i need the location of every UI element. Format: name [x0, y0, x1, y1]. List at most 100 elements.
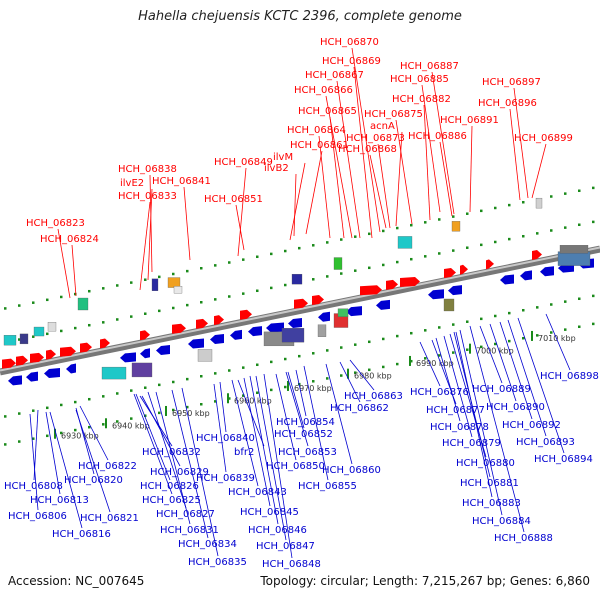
reverse-gene-arrow [376, 299, 390, 310]
track-dot [74, 292, 77, 296]
reverse-gene-arrow [230, 329, 242, 340]
track-dot [480, 243, 483, 247]
top-leader-line [289, 162, 306, 241]
top-leader-line [439, 141, 453, 217]
track-dot [312, 380, 315, 383]
gene-feature-box [47, 322, 57, 332]
bottom-gene-label: HCH_06889 [472, 384, 531, 395]
gene-feature-box [101, 366, 127, 380]
track-dot [144, 386, 147, 389]
reverse-gene-arrow [66, 363, 76, 374]
track-dot [228, 369, 231, 372]
track-dot [214, 298, 217, 301]
track-dot [88, 323, 91, 327]
forward-gene-arrow [532, 249, 542, 260]
track-dot [326, 241, 329, 244]
reverse-gene-arrow [428, 289, 444, 300]
gene-feature-box [151, 278, 159, 291]
track-dot [312, 352, 315, 355]
bottom-gene-label: HCH_06822 [78, 461, 137, 472]
bottom-gene-label: HCH_06845 [240, 507, 299, 518]
track-dot [200, 375, 203, 378]
genome-backbone-highlight [0, 246, 600, 372]
track-dot [326, 275, 329, 278]
bottom-gene-label: HCH_06894 [534, 454, 593, 465]
bottom-gene-label: HCH_06893 [516, 437, 575, 448]
track-dot [60, 431, 63, 435]
gene-feature-box [535, 197, 543, 209]
gene-feature-box [397, 236, 413, 249]
reverse-gene-arrow [448, 285, 462, 296]
bottom-gene-label: HCH_06892 [502, 420, 561, 431]
bottom-gene-label: HCH_06890 [486, 402, 545, 413]
track-dot [130, 417, 133, 420]
bottom-leader-line [489, 323, 517, 402]
track-dot [116, 284, 119, 287]
track-dot [60, 403, 63, 407]
bottom-leader-line [325, 363, 353, 465]
track-dot [354, 371, 357, 374]
track-dot [480, 209, 483, 213]
track-dot [466, 348, 469, 351]
bottom-leader-line [249, 375, 279, 525]
top-gene-label: ilvB2 [264, 163, 289, 174]
track-dot [4, 415, 7, 418]
track-dot [74, 428, 77, 432]
bottom-gene-label: HCH_06829 [150, 467, 209, 478]
track-dot [186, 405, 189, 409]
track-dot [550, 331, 553, 334]
track-dot [74, 326, 77, 330]
forward-gene-arrow [444, 267, 456, 278]
track-dot [18, 440, 21, 443]
bottom-gene-label: HCH_06840 [196, 433, 255, 444]
kbp-tick-label: 6990 kbp [416, 359, 454, 368]
bottom-leader-line [133, 393, 173, 495]
track-dot [396, 260, 399, 264]
top-leader-line [351, 47, 381, 233]
kbp-tick-label: 7000 kbp [476, 347, 514, 356]
track-dot [74, 400, 77, 404]
top-leader-line [147, 188, 153, 281]
forward-gene-arrow [60, 346, 76, 357]
gene-feature-box [559, 245, 589, 254]
top-gene-label: HCH_06882 [392, 94, 451, 105]
bottom-gene-label: HCH_06820 [64, 475, 123, 486]
track-dot [130, 281, 133, 284]
reverse-gene-arrow [288, 317, 302, 328]
forward-gene-arrow [214, 315, 224, 326]
bottom-leader-line [45, 411, 61, 495]
top-leader-line [318, 135, 331, 239]
reverse-gene-arrow [44, 367, 60, 378]
top-leader-line [513, 87, 529, 199]
bottom-gene-label: HCH_06862 [330, 403, 389, 414]
bottom-leader-line [29, 413, 39, 511]
track-dot [382, 337, 385, 341]
track-dot [508, 311, 511, 315]
track-dot [158, 275, 161, 279]
bottom-gene-label: HCH_06835 [188, 557, 247, 568]
track-dot [270, 388, 273, 392]
top-gene-label: HCH_06885 [390, 74, 449, 85]
forward-gene-arrow [400, 277, 420, 287]
track-dot [410, 359, 413, 363]
track-dot [578, 189, 581, 193]
bottom-leader-line [499, 321, 533, 420]
track-dot [522, 234, 525, 238]
track-dot [508, 339, 511, 343]
kbp-tick-label: 6960 kbp [234, 396, 272, 405]
forward-gene-arrow [294, 298, 308, 309]
kbp-tick-label: 6950 kbp [172, 409, 210, 418]
forward-gene-arrow [30, 352, 44, 363]
bottom-leader-line [147, 391, 187, 509]
track-dot [494, 206, 497, 210]
track-dot [228, 397, 231, 400]
reverse-gene-arrow [520, 270, 532, 281]
bottom-gene-label: HCH_06806 [8, 511, 67, 522]
top-gene-label: HCH_06866 [294, 85, 353, 96]
track-dot [592, 186, 595, 190]
bottom-leader-line [435, 337, 461, 422]
track-dot [32, 301, 35, 304]
bottom-leader-line [295, 369, 307, 417]
track-dot [354, 269, 357, 272]
track-dot [410, 331, 413, 335]
